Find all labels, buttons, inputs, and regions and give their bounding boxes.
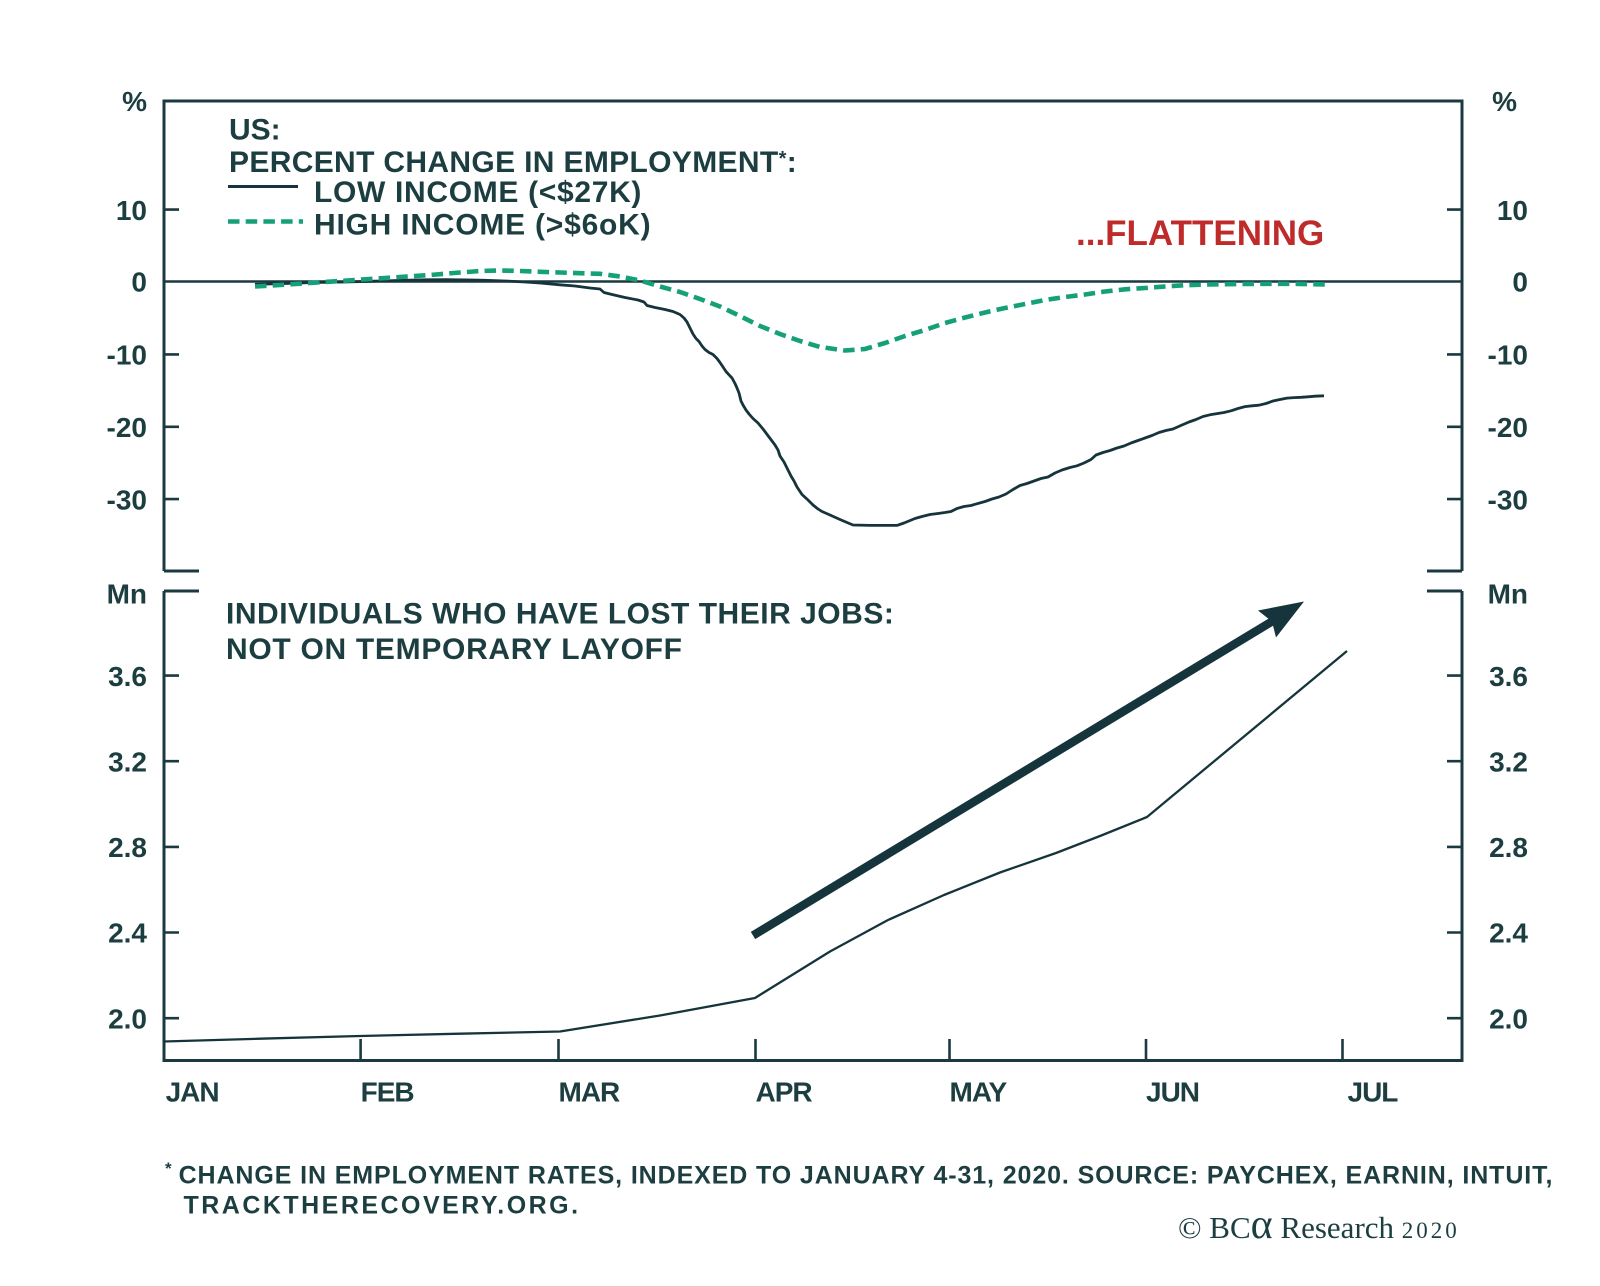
svg-text:LOW INCOME (<$27K): LOW INCOME (<$27K): [314, 176, 642, 209]
svg-text:CHANGE IN EMPLOYMENT RATES, IN: CHANGE IN EMPLOYMENT RATES, INDEXED TO J…: [179, 1161, 1554, 1189]
svg-text:-10: -10: [107, 340, 147, 371]
svg-text:2.8: 2.8: [108, 832, 147, 863]
svg-text:10: 10: [1497, 195, 1528, 226]
svg-text:2.0: 2.0: [108, 1003, 147, 1034]
svg-text:*: *: [165, 1159, 172, 1178]
svg-text:3.2: 3.2: [1489, 746, 1528, 777]
svg-text:JAN: JAN: [166, 1077, 219, 1108]
svg-text:3.2: 3.2: [108, 746, 147, 777]
svg-text:-30: -30: [107, 484, 147, 515]
svg-text:%: %: [122, 86, 147, 117]
svg-text:FEB: FEB: [361, 1077, 414, 1108]
svg-text:%: %: [1492, 86, 1517, 117]
svg-text:0: 0: [1512, 267, 1528, 298]
svg-text:2.4: 2.4: [108, 918, 147, 949]
svg-text:-30: -30: [1488, 484, 1528, 515]
svg-text:...FLATTENING: ...FLATTENING: [1076, 214, 1324, 253]
svg-text:JUL: JUL: [1348, 1077, 1399, 1108]
svg-text:HIGH INCOME (>$6oK): HIGH INCOME (>$6oK): [314, 208, 651, 241]
svg-text:APR: APR: [756, 1077, 813, 1108]
svg-text:Mn: Mn: [1488, 579, 1528, 610]
svg-text:0: 0: [131, 267, 147, 298]
svg-text:TRACKTHERECOVERY.ORG.: TRACKTHERECOVERY.ORG.: [184, 1192, 581, 1220]
svg-text:MAR: MAR: [559, 1077, 621, 1108]
svg-text:INDIVIDUALS WHO HAVE LOST THEI: INDIVIDUALS WHO HAVE LOST THEIR JOBS:: [226, 598, 894, 631]
svg-text:3.6: 3.6: [1489, 661, 1528, 692]
svg-text:3.6: 3.6: [108, 661, 147, 692]
svg-text:Mn: Mn: [107, 579, 147, 610]
svg-text:US:: US:: [229, 113, 281, 146]
svg-text:PERCENT CHANGE IN EMPLOYMENT*:: PERCENT CHANGE IN EMPLOYMENT*:: [229, 146, 797, 179]
svg-text:-20: -20: [1488, 412, 1528, 443]
svg-text:10: 10: [116, 195, 147, 226]
svg-text:2.8: 2.8: [1489, 832, 1528, 863]
svg-text:-10: -10: [1488, 340, 1528, 371]
svg-text:-20: -20: [107, 412, 147, 443]
svg-text:JUN: JUN: [1146, 1077, 1199, 1108]
svg-text:MAY: MAY: [950, 1077, 1008, 1108]
svg-text:2.0: 2.0: [1489, 1003, 1528, 1034]
svg-text:NOT ON TEMPORARY LAYOFF: NOT ON TEMPORARY LAYOFF: [226, 633, 683, 666]
svg-text:2.4: 2.4: [1489, 918, 1528, 949]
